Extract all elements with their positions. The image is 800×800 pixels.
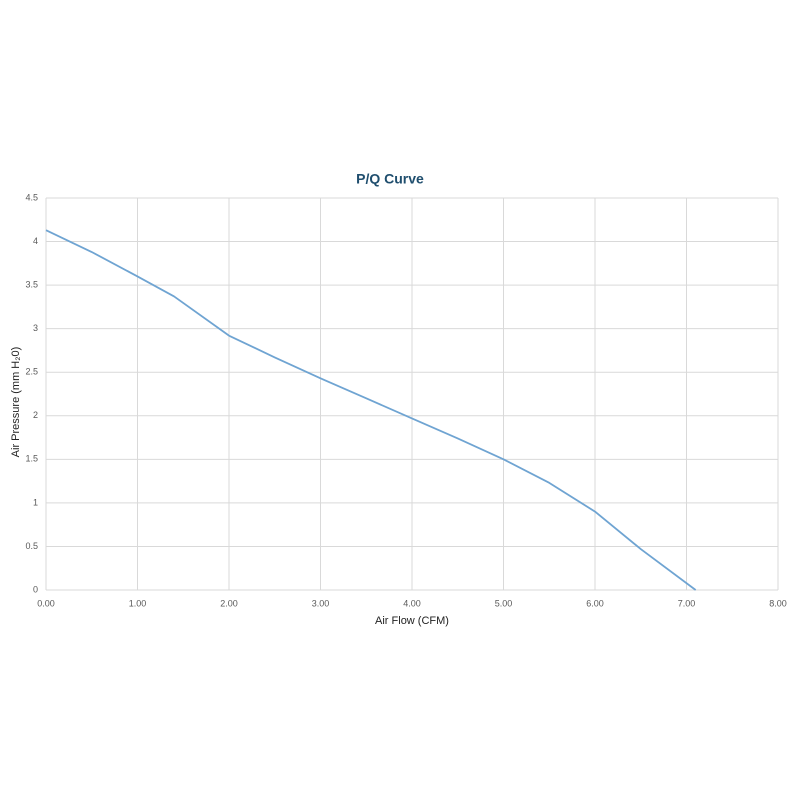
y-tick-label: 2.5 [25,367,38,377]
x-tick-label: 1.00 [129,598,147,608]
x-tick-label: 5.00 [495,598,513,608]
x-tick-label: 0.00 [37,598,55,608]
y-tick-label: 0.5 [25,541,38,551]
y-axis-title: Air Pressure (mm H₂0) [10,347,22,458]
x-tick-label: 8.00 [769,598,787,608]
y-tick-label: 2 [33,410,38,420]
x-tick-label: 6.00 [586,598,604,608]
x-tick-label: 2.00 [220,598,238,608]
y-tick-label: 4.5 [25,192,38,202]
x-tick-label: 7.00 [678,598,696,608]
x-tick-label: 4.00 [403,598,421,608]
y-tick-label: 3 [33,323,38,333]
y-tick-label: 4 [33,236,38,246]
x-tick-label: 3.00 [312,598,330,608]
y-tick-label: 1.5 [25,454,38,464]
x-axis-title: Air Flow (CFM) [375,615,449,627]
y-tick-label: 3.5 [25,279,38,289]
y-tick-label: 0 [33,584,38,594]
chart-title: P/Q Curve [356,171,424,187]
y-tick-label: 1 [33,497,38,507]
data-line [45,229,697,591]
